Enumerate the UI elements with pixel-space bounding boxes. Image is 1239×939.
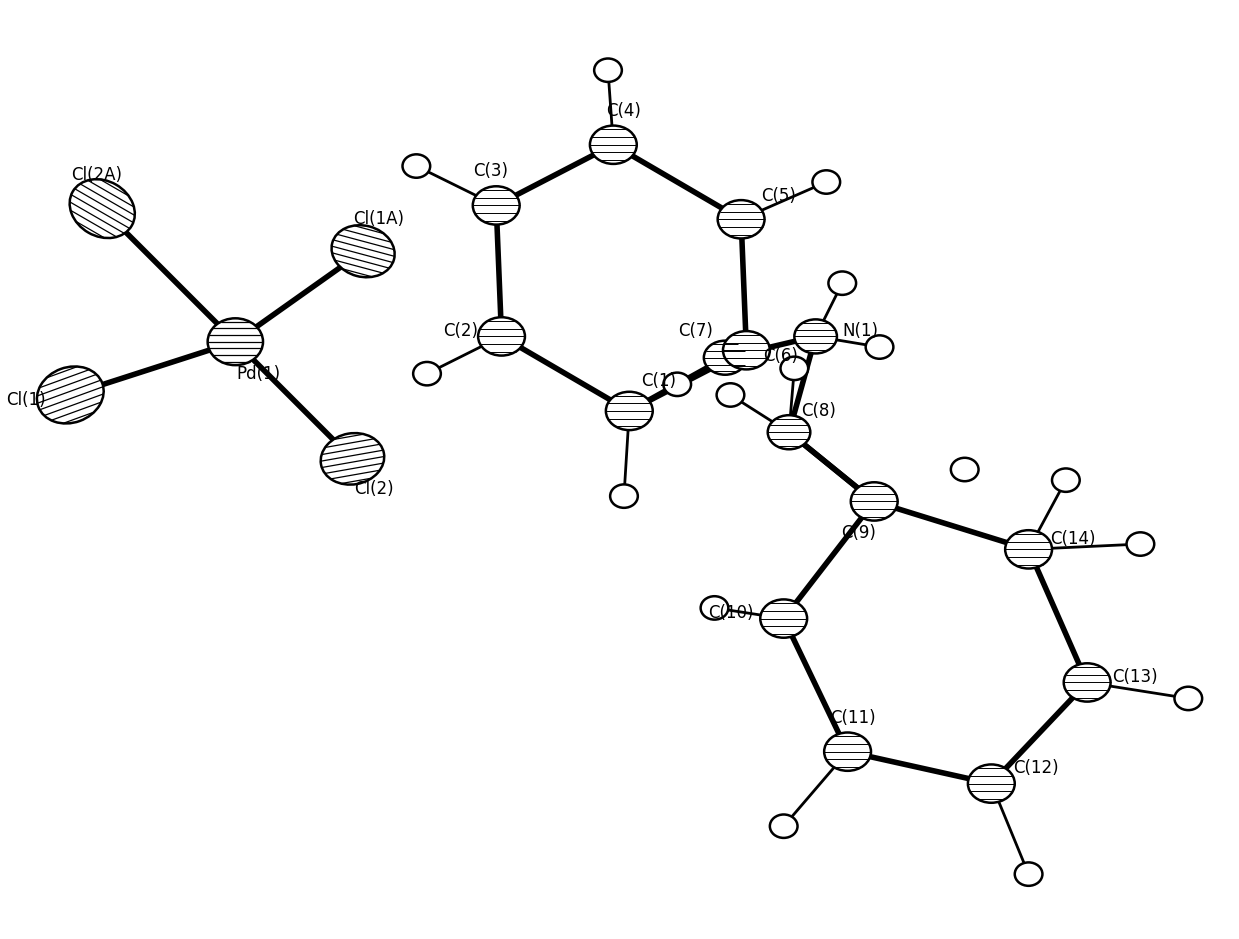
Text: C(8): C(8) — [802, 402, 836, 420]
Ellipse shape — [332, 225, 395, 277]
Text: C(9): C(9) — [841, 524, 876, 543]
Ellipse shape — [69, 179, 135, 239]
Ellipse shape — [717, 200, 764, 239]
Ellipse shape — [663, 373, 691, 396]
Ellipse shape — [473, 186, 519, 224]
Ellipse shape — [700, 596, 729, 620]
Text: Pd(1): Pd(1) — [237, 364, 281, 383]
Text: N(1): N(1) — [843, 322, 878, 340]
Ellipse shape — [413, 362, 441, 385]
Ellipse shape — [968, 764, 1015, 803]
Text: Cl(1A): Cl(1A) — [353, 210, 405, 228]
Text: C(2): C(2) — [444, 322, 478, 340]
Text: Cl(1): Cl(1) — [6, 392, 46, 409]
Text: C(12): C(12) — [1014, 759, 1059, 777]
Ellipse shape — [950, 458, 979, 481]
Ellipse shape — [478, 317, 525, 356]
Ellipse shape — [590, 126, 637, 164]
Ellipse shape — [1064, 663, 1110, 701]
Ellipse shape — [208, 318, 263, 365]
Text: C(4): C(4) — [607, 101, 642, 119]
Ellipse shape — [704, 341, 746, 375]
Ellipse shape — [761, 599, 807, 638]
Text: C(6): C(6) — [763, 346, 798, 364]
Text: C(10): C(10) — [707, 604, 753, 623]
Ellipse shape — [1015, 862, 1042, 885]
Ellipse shape — [595, 58, 622, 82]
Ellipse shape — [1175, 686, 1202, 710]
Text: C(13): C(13) — [1113, 669, 1158, 686]
Ellipse shape — [813, 170, 840, 193]
Text: C(5): C(5) — [761, 187, 795, 205]
Ellipse shape — [1126, 532, 1155, 556]
Text: Cl(2): Cl(2) — [354, 480, 394, 498]
Text: Cl(2A): Cl(2A) — [72, 165, 123, 183]
Text: C(7): C(7) — [678, 322, 712, 340]
Ellipse shape — [1052, 469, 1079, 492]
Ellipse shape — [716, 383, 745, 407]
Ellipse shape — [794, 319, 836, 353]
Ellipse shape — [606, 392, 653, 430]
Text: C(14): C(14) — [1051, 530, 1097, 547]
Ellipse shape — [866, 335, 893, 359]
Ellipse shape — [829, 271, 856, 295]
Ellipse shape — [781, 357, 808, 380]
Text: C(1): C(1) — [642, 372, 676, 390]
Ellipse shape — [768, 415, 810, 449]
Text: C(11): C(11) — [830, 709, 876, 727]
Ellipse shape — [1005, 531, 1052, 568]
Ellipse shape — [824, 732, 871, 771]
Ellipse shape — [724, 331, 769, 369]
Ellipse shape — [37, 366, 104, 423]
Text: C(3): C(3) — [473, 162, 508, 180]
Ellipse shape — [769, 814, 798, 838]
Ellipse shape — [321, 433, 384, 485]
Ellipse shape — [403, 154, 430, 177]
Ellipse shape — [851, 483, 897, 520]
Ellipse shape — [610, 485, 638, 508]
